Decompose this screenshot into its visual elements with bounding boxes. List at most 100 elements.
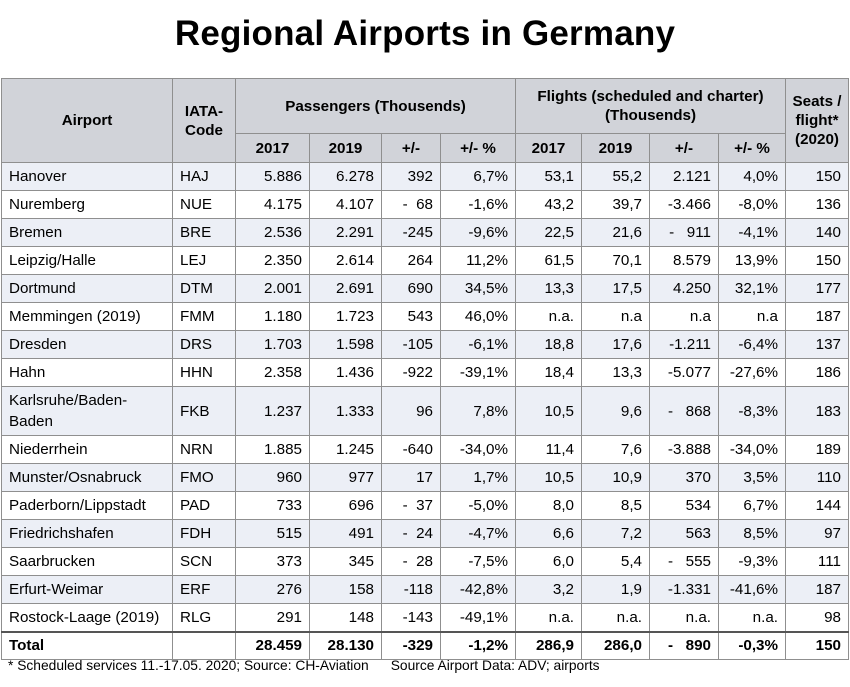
cell-iata: HHN: [172, 358, 236, 387]
table-row: Niederrhein NRN 1.885 1.245 -640 -34,0% 11,4 7,…: [1, 435, 849, 464]
cell-pdiff: -105: [381, 330, 441, 359]
cell-seats: 110: [785, 463, 849, 492]
cell-f2017: n.a.: [515, 302, 582, 331]
cell-fpct: 6,7%: [718, 491, 786, 520]
footnote-source-left: * Scheduled services 11.-17.05. 2020; So…: [8, 658, 369, 673]
cell-airport: Erfurt-Weimar: [1, 575, 173, 604]
cell-p2019: 696: [309, 491, 382, 520]
cell-iata: DRS: [172, 330, 236, 359]
cell-iata: FDH: [172, 519, 236, 548]
cell-iata: PAD: [172, 491, 236, 520]
cell-p2019: 1.245: [309, 435, 382, 464]
subheader-passengers-2019: 2019: [309, 133, 382, 163]
table-row: Paderborn/Lippstadt PAD 733 696- 37 -5,0% 8,0…: [1, 491, 849, 520]
cell-pdiff: -143: [381, 603, 441, 632]
cell-seats: 150: [785, 630, 849, 660]
cell-iata: ERF: [172, 575, 236, 604]
cell-fdiff: - 890: [649, 630, 719, 660]
cell-ppct: -1,2%: [440, 630, 516, 660]
cell-fdiff: 563: [649, 519, 719, 548]
cell-p2017: 2.358: [235, 358, 310, 387]
cell-seats: 187: [785, 575, 849, 604]
cell-f2017: 18,8: [515, 330, 582, 359]
cell-fdiff: n.a.: [649, 603, 719, 632]
cell-p2017: 28.459: [235, 630, 310, 660]
cell-p2019: 148: [309, 603, 382, 632]
subheader-flights-diff: +/-: [649, 133, 719, 163]
cell-f2019: 55,2: [581, 162, 650, 191]
table-row: Saarbrucken SCN 373 345- 28 -7,5% 6,0 5,4- 555…: [1, 547, 849, 576]
cell-fdiff: 370: [649, 463, 719, 492]
cell-iata: RLG: [172, 603, 236, 632]
cell-seats: 150: [785, 246, 849, 275]
cell-seats: 189: [785, 435, 849, 464]
cell-fpct: 4,0%: [718, 162, 786, 191]
cell-f2017: 10,5: [515, 386, 582, 436]
cell-f2019: 17,5: [581, 274, 650, 303]
cell-p2019: 345: [309, 547, 382, 576]
cell-p2017: 1.703: [235, 330, 310, 359]
cell-p2019: 2.691: [309, 274, 382, 303]
subheader-passengers-2017: 2017: [235, 133, 310, 163]
table-row: Hahn HHN 2.358 1.436 -922 -39,1% 18,4 13,3 -5.07…: [1, 358, 849, 387]
cell-f2017: 18,4: [515, 358, 582, 387]
cell-p2017: 1.180: [235, 302, 310, 331]
cell-iata: NRN: [172, 435, 236, 464]
subheader-passengers-pct: +/- %: [440, 133, 516, 163]
cell-iata: LEJ: [172, 246, 236, 275]
cell-airport: Bremen: [1, 218, 173, 247]
cell-pdiff: - 28: [381, 547, 441, 576]
cell-ppct: -5,0%: [440, 491, 516, 520]
table-row: Memmingen (2019) FMM 1.180 1.723 543 46,0% n.a…: [1, 302, 849, 331]
cell-fdiff: -1.331: [649, 575, 719, 604]
cell-f2019: 286,0: [581, 630, 650, 660]
cell-p2017: 5.886: [235, 162, 310, 191]
cell-f2019: 70,1: [581, 246, 650, 275]
cell-f2019: 7,2: [581, 519, 650, 548]
subheader-flights-2017: 2017: [515, 133, 582, 163]
cell-seats: 136: [785, 190, 849, 219]
cell-fdiff: 4.250: [649, 274, 719, 303]
cell-ppct: -7,5%: [440, 547, 516, 576]
cell-airport: Rostock-Laage (2019): [1, 603, 173, 632]
cell-f2017: 3,2: [515, 575, 582, 604]
cell-iata: FMM: [172, 302, 236, 331]
cell-ppct: 6,7%: [440, 162, 516, 191]
cell-p2017: 1.885: [235, 435, 310, 464]
cell-airport: Hanover: [1, 162, 173, 191]
cell-airport: Paderborn/Lippstadt: [1, 491, 173, 520]
header-iata: IATA-Code: [172, 78, 236, 163]
cell-pdiff: 17: [381, 463, 441, 492]
cell-f2019: n.a: [581, 302, 650, 331]
cell-airport: Friedrichshafen: [1, 519, 173, 548]
cell-p2019: 158: [309, 575, 382, 604]
cell-f2019: 9,6: [581, 386, 650, 436]
cell-p2017: 2.001: [235, 274, 310, 303]
table-row: Nuremberg NUE 4.175 4.107- 68 -1,6% 43,2 39,7-…: [1, 190, 849, 219]
cell-fpct: -9,3%: [718, 547, 786, 576]
table-body: Hanover HAJ 5.886 6.278 392 6,7% 53,1 55,2 2.121…: [1, 162, 849, 660]
subheader-flights-pct: +/- %: [718, 133, 786, 163]
cell-fpct: -8,0%: [718, 190, 786, 219]
cell-f2019: 17,6: [581, 330, 650, 359]
cell-p2019: 2.291: [309, 218, 382, 247]
cell-fdiff: -1.211: [649, 330, 719, 359]
cell-p2019: 6.278: [309, 162, 382, 191]
cell-iata: [172, 630, 236, 660]
cell-fdiff: 2.121: [649, 162, 719, 191]
table-row: Karlsruhe/Baden-Baden FKB 1.237 1.333 96 7,8%…: [1, 386, 849, 436]
table-row: Munster/Osnabruck FMO 960 977 17 1,7% 10,5 10,9…: [1, 463, 849, 492]
cell-f2019: 39,7: [581, 190, 650, 219]
cell-ppct: -42,8%: [440, 575, 516, 604]
table-row: Erfurt-Weimar ERF 276 158 -118 -42,8% 3,2 1,9 -1…: [1, 575, 849, 604]
cell-ppct: 11,2%: [440, 246, 516, 275]
footnote: * Scheduled services 11.-17.05. 2020; So…: [8, 658, 600, 673]
header-airport: Airport: [1, 78, 173, 163]
cell-iata: FMO: [172, 463, 236, 492]
cell-p2017: 291: [235, 603, 310, 632]
cell-fpct: 32,1%: [718, 274, 786, 303]
cell-fdiff: 534: [649, 491, 719, 520]
cell-fdiff: n.a: [649, 302, 719, 331]
cell-f2019: 8,5: [581, 491, 650, 520]
cell-p2019: 28.130: [309, 630, 382, 660]
